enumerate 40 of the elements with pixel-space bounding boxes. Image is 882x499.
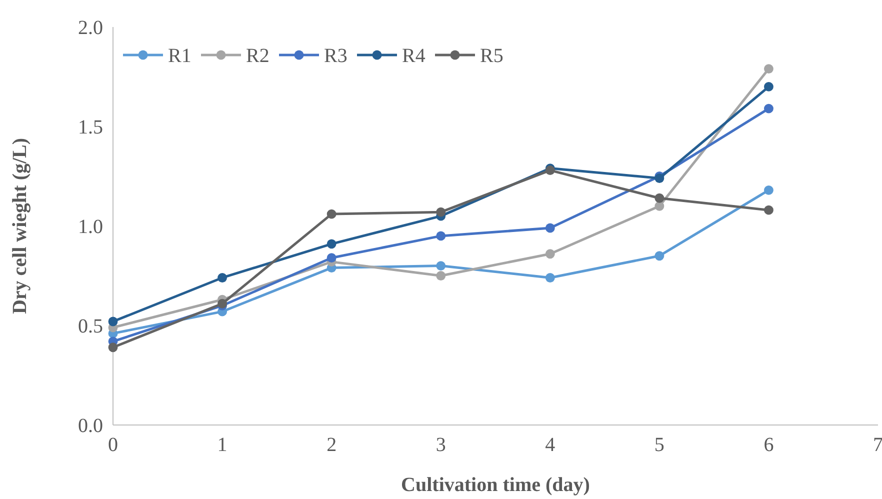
point [326, 239, 336, 249]
y-tick-label: 0.0 [78, 415, 103, 437]
legend-label: R1 [168, 45, 192, 67]
point [764, 104, 774, 114]
x-tick-label: 1 [217, 434, 228, 456]
y-axis-title: Dry cell wieght (g/L) [9, 138, 31, 314]
x-tick-label: 6 [764, 434, 774, 456]
x-tick-label: 4 [545, 434, 556, 456]
point [436, 231, 446, 241]
point [326, 209, 336, 219]
legend-label: R4 [402, 45, 426, 67]
point [545, 223, 555, 233]
x-tick-label: 0 [108, 434, 118, 456]
point [764, 64, 774, 74]
point [654, 201, 664, 211]
x-axis-title: Cultivation time (day) [401, 474, 590, 496]
point [764, 205, 774, 215]
y-tick-label: 1.5 [78, 116, 103, 138]
point [108, 342, 118, 352]
point [654, 251, 664, 261]
point [218, 273, 228, 282]
y-tick-label: 2.0 [78, 17, 103, 39]
point [436, 207, 446, 217]
y-tick-label: 1.0 [78, 216, 103, 238]
y-tick-label: 0.5 [78, 316, 103, 338]
x-tick-label: 3 [436, 434, 446, 456]
x-tick-label: 5 [654, 434, 664, 456]
legend-label: R2 [246, 45, 270, 67]
x-tick-label: 2 [326, 434, 337, 456]
legend-label: R5 [480, 45, 504, 67]
point [764, 185, 774, 195]
legend-label: R3 [324, 45, 348, 67]
point [108, 316, 118, 326]
point [545, 249, 555, 259]
point [654, 193, 664, 203]
point [326, 253, 336, 263]
point [764, 82, 774, 92]
point [545, 273, 555, 282]
point [436, 261, 446, 271]
point [436, 271, 446, 280]
